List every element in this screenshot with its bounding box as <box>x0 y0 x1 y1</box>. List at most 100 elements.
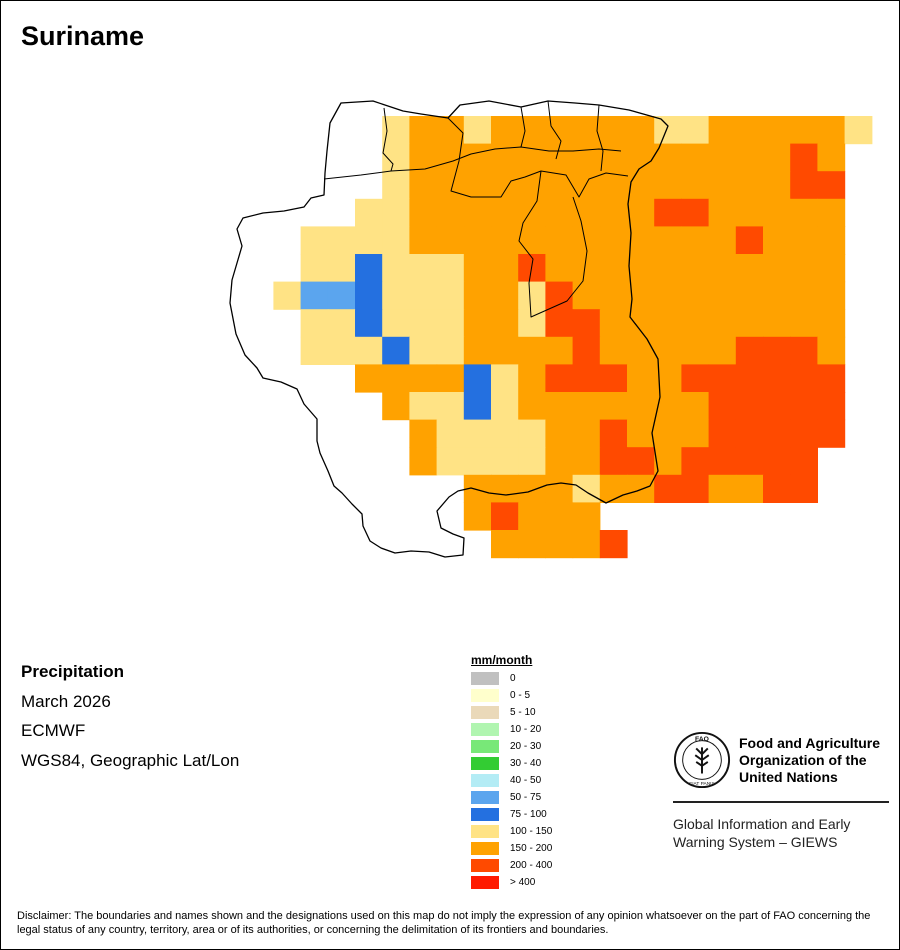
legend-swatch <box>471 774 499 787</box>
precipitation-cell <box>817 171 846 200</box>
legend-label: 50 - 75 <box>510 792 542 803</box>
precipitation-cell <box>463 143 492 172</box>
precipitation-cell <box>382 143 410 172</box>
precipitation-cell <box>436 336 465 365</box>
precipitation-cell <box>491 281 519 310</box>
precipitation-cell <box>463 392 492 421</box>
precipitation-cell <box>599 281 628 310</box>
precipitation-cell <box>763 254 791 283</box>
precipitation-cell <box>545 336 574 365</box>
precipitation-cell <box>463 502 492 531</box>
legend-item: 5 - 10 <box>471 704 552 721</box>
precipitation-cell <box>545 419 574 448</box>
precipitation-cell <box>491 226 519 255</box>
precipitation-cell <box>572 171 601 200</box>
precipitation-cell <box>436 226 465 255</box>
precipitation-cell <box>790 198 818 227</box>
precipitation-cell <box>627 364 655 393</box>
legend-swatch <box>471 859 499 872</box>
precipitation-cell <box>409 392 438 421</box>
precipitation-cell <box>599 198 628 227</box>
legend-unit: mm/month <box>471 653 533 667</box>
precipitation-cell <box>654 198 682 227</box>
legend-classes: 0 0 - 5 5 - 10 10 - 20 20 - 30 30 - 40 40 - 50… <box>471 670 552 891</box>
precipitation-cell <box>436 254 465 283</box>
precipitation-cell <box>817 392 846 421</box>
precipitation-cell <box>436 392 465 421</box>
fao-name-line: Organization of the <box>739 751 867 768</box>
legend-label: 0 <box>510 673 516 684</box>
precipitation-cell <box>790 116 818 145</box>
precipitation-cell <box>382 254 410 283</box>
precipitation-cell <box>681 198 710 227</box>
legend-item: 100 - 150 <box>471 823 552 840</box>
legend-label: > 400 <box>510 877 536 888</box>
legend-swatch <box>471 825 499 838</box>
precipitation-cell <box>327 254 356 283</box>
fao-logo-text: FAO <box>695 736 709 743</box>
legend-label: 100 - 150 <box>510 826 553 837</box>
map-title: Suriname <box>21 21 145 51</box>
precipitation-cell <box>790 474 818 503</box>
precipitation-cell <box>409 281 438 310</box>
precipitation-cell <box>735 281 764 310</box>
legend-label: 10 - 20 <box>510 724 542 735</box>
precipitation-cell <box>763 336 791 365</box>
precipitation-cell <box>681 143 710 172</box>
district-boundary <box>447 117 629 198</box>
precipitation-cell <box>545 281 574 310</box>
precipitation-cell <box>572 474 601 503</box>
precipitation-cell <box>382 309 410 338</box>
precipitation-cell <box>518 474 546 503</box>
fao-name-line: Food and Agriculture <box>739 734 881 751</box>
precipitation-cell <box>681 281 710 310</box>
precipitation-cell <box>654 254 682 283</box>
fao-logo-motto: FIAT PANIS <box>689 781 715 787</box>
precipitation-cell <box>327 336 356 365</box>
precipitation-cell <box>300 226 329 255</box>
precipitation-cell <box>708 336 737 365</box>
precipitation-cell <box>409 364 438 393</box>
precipitation-cell <box>763 281 791 310</box>
precipitation-cell <box>491 116 519 145</box>
precipitation-cell <box>572 419 601 448</box>
precipitation-cell <box>817 116 846 145</box>
precipitation-cell <box>300 336 329 365</box>
precipitation-cell <box>763 309 791 338</box>
precipitation-cell <box>763 419 791 448</box>
precipitation-cell <box>790 447 818 476</box>
precipitation-cell <box>382 116 410 145</box>
precipitation-cell <box>436 171 465 200</box>
precipitation-cell <box>790 281 818 310</box>
precipitation-cell <box>817 336 846 365</box>
precipitation-cell <box>735 116 764 145</box>
precipitation-cell <box>681 392 710 421</box>
precipitation-cell <box>436 281 465 310</box>
precipitation-cell <box>491 392 519 421</box>
legend-item: 0 - 5 <box>471 687 552 704</box>
precipitation-cell <box>735 364 764 393</box>
precipitation-cell <box>763 171 791 200</box>
precipitation-cell <box>545 254 574 283</box>
precipitation-cell <box>518 364 546 393</box>
precipitation-cell <box>599 226 628 255</box>
precipitation-cell <box>518 171 546 200</box>
precipitation-cell <box>817 254 846 283</box>
precipitation-cell <box>627 336 655 365</box>
district-boundary <box>323 146 622 180</box>
precipitation-cell <box>409 198 438 227</box>
precipitation-cell <box>300 281 329 310</box>
precipitation-cell <box>708 254 737 283</box>
precipitation-cell <box>735 447 764 476</box>
precipitation-cell <box>708 226 737 255</box>
precipitation-cell <box>518 143 546 172</box>
precipitation-cell <box>817 226 846 255</box>
precipitation-cell <box>708 309 737 338</box>
precipitation-cell <box>763 198 791 227</box>
precipitation-cell <box>572 447 601 476</box>
precipitation-cell <box>409 336 438 365</box>
precipitation-cell <box>599 336 628 365</box>
precipitation-cell <box>735 309 764 338</box>
precipitation-cell <box>572 530 601 559</box>
precipitation-cell <box>409 309 438 338</box>
